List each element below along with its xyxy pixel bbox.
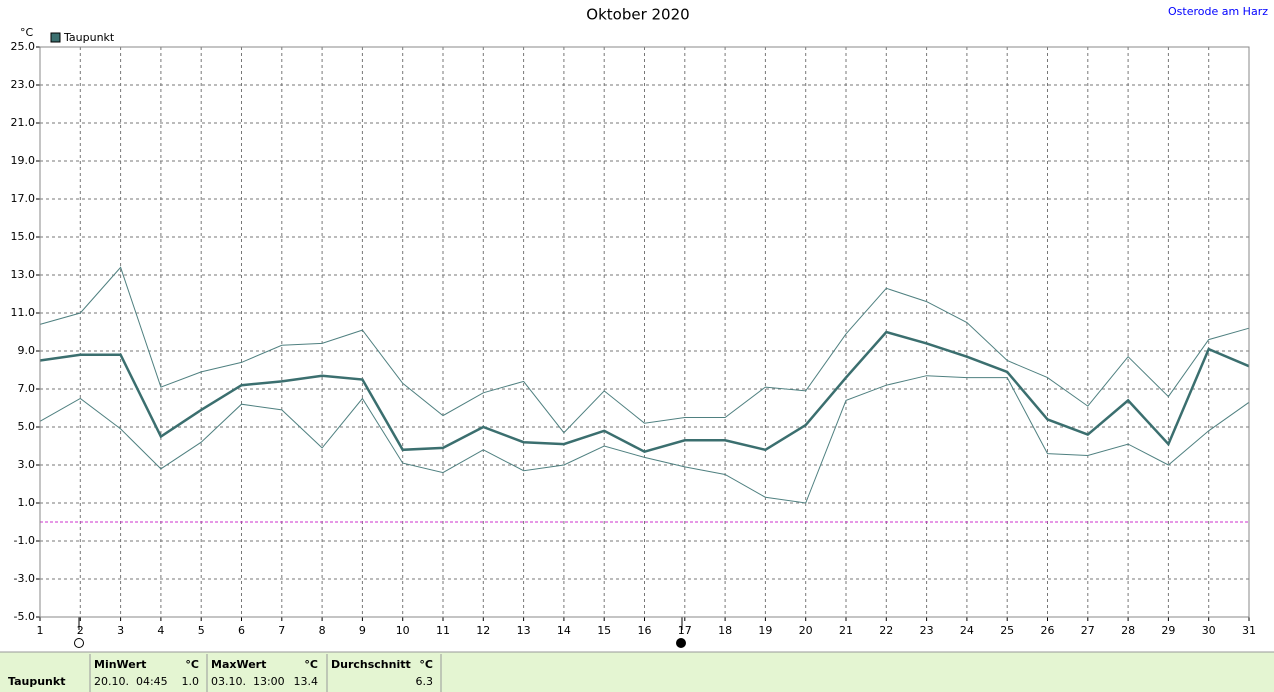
x-tick-label: 10 <box>396 624 410 637</box>
y-tick-label: 19.0 <box>11 154 36 167</box>
x-tick-label: 27 <box>1081 624 1095 637</box>
summary-label: Taupunkt <box>8 675 65 688</box>
x-tick-label: 18 <box>718 624 732 637</box>
x-tick-label: 22 <box>879 624 893 637</box>
x-tick-label: 21 <box>839 624 853 637</box>
summary-footer: Taupunkt <box>0 651 1274 692</box>
y-unit: °C <box>20 26 34 39</box>
x-tick-label: 9 <box>359 624 366 637</box>
x-tick-label: 31 <box>1242 624 1256 637</box>
x-tick-label: 24 <box>960 624 974 637</box>
chart-title: Oktober 2020 <box>586 6 689 24</box>
x-tick-label: 26 <box>1041 624 1055 637</box>
y-tick-label: 15.0 <box>11 230 36 243</box>
y-tick-label: 25.0 <box>11 40 36 53</box>
legend-swatch <box>50 32 61 43</box>
summary-value: 1.0 <box>182 675 200 688</box>
summary-unit: °C <box>419 658 433 671</box>
x-tick-label: 16 <box>638 624 652 637</box>
x-tick-label: 28 <box>1121 624 1135 637</box>
x-tick-label: 2 <box>77 624 84 637</box>
x-tick-label: 5 <box>198 624 205 637</box>
y-tick-label: -3.0 <box>14 572 35 585</box>
x-tick-label: 7 <box>278 624 285 637</box>
summary-header: MinWert <box>94 658 146 671</box>
full-moon-icon <box>74 638 84 648</box>
x-tick-label: 1 <box>37 624 44 637</box>
y-tick-label: 3.0 <box>18 458 36 471</box>
legend-label: Taupunkt <box>63 31 115 44</box>
x-tick-label: 4 <box>157 624 164 637</box>
y-tick-label: -1.0 <box>14 534 35 547</box>
summary-unit: °C <box>185 658 199 671</box>
x-tick-label: 11 <box>436 624 450 637</box>
range-line <box>39 266 1250 434</box>
y-tick-label: 7.0 <box>18 382 36 395</box>
x-tick-label: 19 <box>758 624 772 637</box>
summary-value: 13.4 <box>294 675 319 688</box>
x-tick-label: 15 <box>597 624 611 637</box>
x-tick-label: 13 <box>517 624 531 637</box>
summary-header: MaxWert <box>211 658 266 671</box>
y-tick-label: 13.0 <box>11 268 36 281</box>
range-line <box>39 375 1250 504</box>
y-tick-label: 17.0 <box>11 192 36 205</box>
x-tick-label: 8 <box>319 624 326 637</box>
footer-background <box>0 652 1274 692</box>
y-tick-label: 5.0 <box>18 420 36 433</box>
x-tick-label: 3 <box>117 624 124 637</box>
x-tick-label: 6 <box>238 624 245 637</box>
summary-time: 03.10. 13:00 <box>211 675 285 688</box>
x-tick-label: 17 <box>678 624 692 637</box>
y-tick-label: -5.0 <box>14 610 35 623</box>
summary-time: 20.10. 04:45 <box>94 675 168 688</box>
y-tick-label: 11.0 <box>11 306 36 319</box>
summary-value: 6.3 <box>416 675 434 688</box>
mean-line <box>39 330 1250 454</box>
y-tick-label: 1.0 <box>18 496 36 509</box>
new-moon-icon <box>676 638 686 648</box>
x-tick-label: 25 <box>1000 624 1014 637</box>
summary-unit: °C <box>304 658 318 671</box>
x-tick-label: 12 <box>476 624 490 637</box>
x-tick-label: 23 <box>920 624 934 637</box>
y-tick-label: 9.0 <box>18 344 36 357</box>
x-tick-label: 14 <box>557 624 571 637</box>
summary-header: Durchschnitt <box>331 658 411 671</box>
x-tick-label: 20 <box>799 624 813 637</box>
plot-border <box>39 46 1250 618</box>
x-tick-label: 29 <box>1161 624 1175 637</box>
x-tick-label: 30 <box>1202 624 1216 637</box>
y-tick-label: 23.0 <box>11 78 36 91</box>
y-tick-label: 21.0 <box>11 116 36 129</box>
location: Osterode am Harz <box>1168 5 1268 18</box>
